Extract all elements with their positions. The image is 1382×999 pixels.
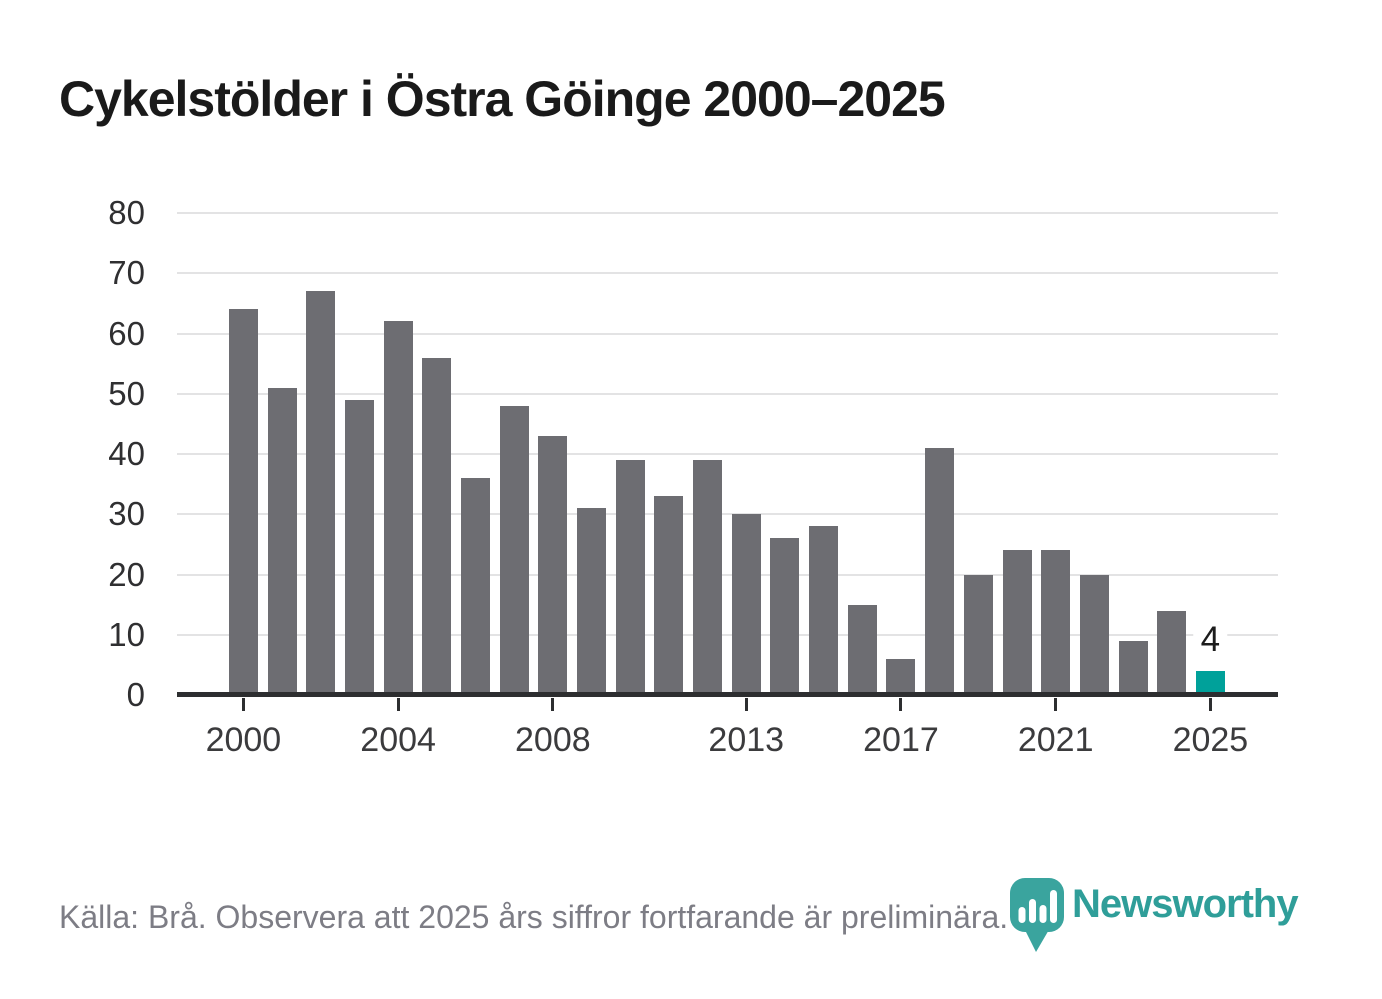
source-note: Källa: Brå. Observera att 2025 års siffr…: [59, 899, 1009, 935]
gridline-60: [177, 332, 1278, 335]
y-axis-label-10: 10: [108, 615, 145, 653]
y-axis-label-40: 40: [108, 435, 145, 472]
gridline-40: [177, 453, 1278, 455]
bar-2012: [693, 460, 723, 695]
y-axis-label-70: 70: [108, 254, 145, 292]
bar-2011: [654, 496, 684, 695]
bar-2001: [267, 387, 297, 695]
bar-2023: [1118, 640, 1148, 695]
gridline-30: [177, 513, 1278, 516]
y-axis-label-80: 80: [108, 194, 145, 231]
newsworthy-speech-bubble-bar-chart-icon: [1010, 878, 1064, 952]
bar-2021: [1041, 550, 1071, 695]
x-axis-label-2017: 2017: [863, 721, 939, 759]
bar-2018: [925, 447, 955, 695]
newsworthy-wordmark: Newsworthy: [1072, 882, 1299, 926]
x-axis-tick-2004: [396, 698, 400, 711]
bar-2003: [344, 399, 374, 695]
bar-2020: [1002, 550, 1032, 695]
bar-2025: [1195, 670, 1225, 695]
gridline-20: [177, 573, 1278, 576]
x-axis-tick-2025: [1208, 698, 1212, 711]
y-axis-label-20: 20: [108, 555, 145, 593]
data-label-2025: 4: [1193, 619, 1228, 660]
bar-2016: [847, 604, 877, 695]
gridline-50: [177, 392, 1278, 395]
chart-title: Cykelstölder i Östra Göinge 2000–2025: [59, 71, 946, 127]
bar-2008: [538, 435, 568, 695]
bar-2017: [886, 658, 916, 695]
x-axis-tick-2008: [551, 698, 555, 711]
bar-2005: [422, 357, 452, 695]
x-axis-tick-2000: [241, 698, 245, 711]
gridline-80: [177, 212, 1278, 214]
x-axis-tick-2021: [1054, 698, 1058, 711]
y-axis-label-30: 30: [108, 495, 145, 533]
x-axis-label-2004: 2004: [360, 721, 436, 759]
y-axis-label-50: 50: [108, 374, 145, 412]
bar-2014: [770, 538, 800, 695]
bar-2015: [809, 526, 839, 695]
y-axis-label-0: 0: [126, 676, 145, 713]
newsworthy-logo: Newsworthy: [1008, 876, 1338, 956]
x-axis-tick-2017: [899, 698, 903, 711]
x-axis-label-2021: 2021: [1017, 721, 1094, 759]
bar-2013: [731, 514, 761, 695]
bar-2004: [383, 321, 413, 695]
gridline-10: [177, 633, 1278, 636]
bar-2019: [963, 574, 993, 695]
bar-2010: [615, 460, 645, 695]
gridline-70: [177, 272, 1278, 275]
bar-2006: [460, 478, 490, 695]
x-axis-label-2000: 2000: [205, 721, 282, 759]
bar-2022: [1079, 574, 1109, 695]
bar-2007: [499, 405, 529, 695]
bar-2009: [577, 508, 607, 695]
x-axis-line: [177, 692, 1278, 697]
bar-2000: [228, 309, 258, 695]
x-axis-tick-2013: [744, 698, 748, 711]
y-axis-label-60: 60: [108, 314, 145, 352]
bar-chart-plot-area: 0 10 20 30 40 50 60 70 80 2000 2004 2008 2013 2017 202…: [108, 194, 1278, 759]
bar-2002: [306, 291, 336, 695]
x-axis-label-2013: 2013: [708, 721, 785, 759]
bar-2024: [1157, 610, 1187, 695]
x-axis-label-2025: 2025: [1172, 721, 1249, 759]
x-axis-label-2008: 2008: [515, 721, 591, 759]
